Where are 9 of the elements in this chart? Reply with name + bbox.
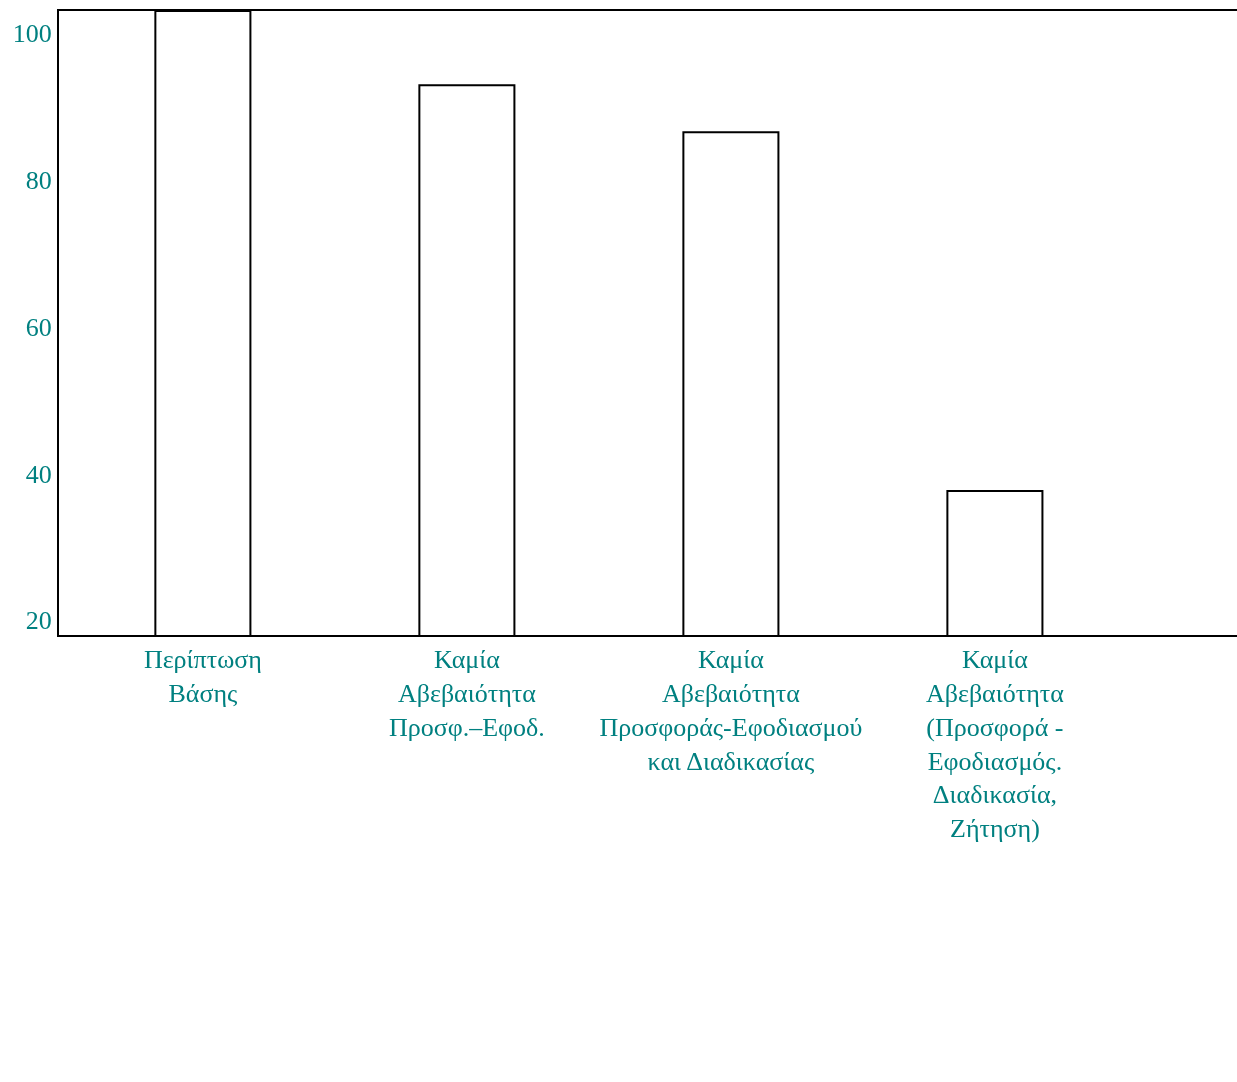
y-tick-label: 40 xyxy=(25,459,52,489)
x-tick-label: Καμία Αβεβαιότητα (Προσφορά - Εφοδιασμός. Διαδικασία, Ζήτηση) xyxy=(925,645,1065,844)
x-tick-label: Καμία Αβεβαιότητα Προσφοράς-Εφοδιασμού και Διαδικασίας xyxy=(599,645,863,776)
y-tick-label: 60 xyxy=(25,312,52,342)
y-tick-label: 20 xyxy=(25,606,52,636)
y-tick-label: 80 xyxy=(25,165,52,195)
y-tick-label: 100 xyxy=(12,19,52,49)
x-tick-label: Περίπτωση Βάσης xyxy=(143,645,262,708)
x-tick-label: Καμία Αβεβαιότητα Προσφ.–Εφοδ. xyxy=(388,645,545,742)
